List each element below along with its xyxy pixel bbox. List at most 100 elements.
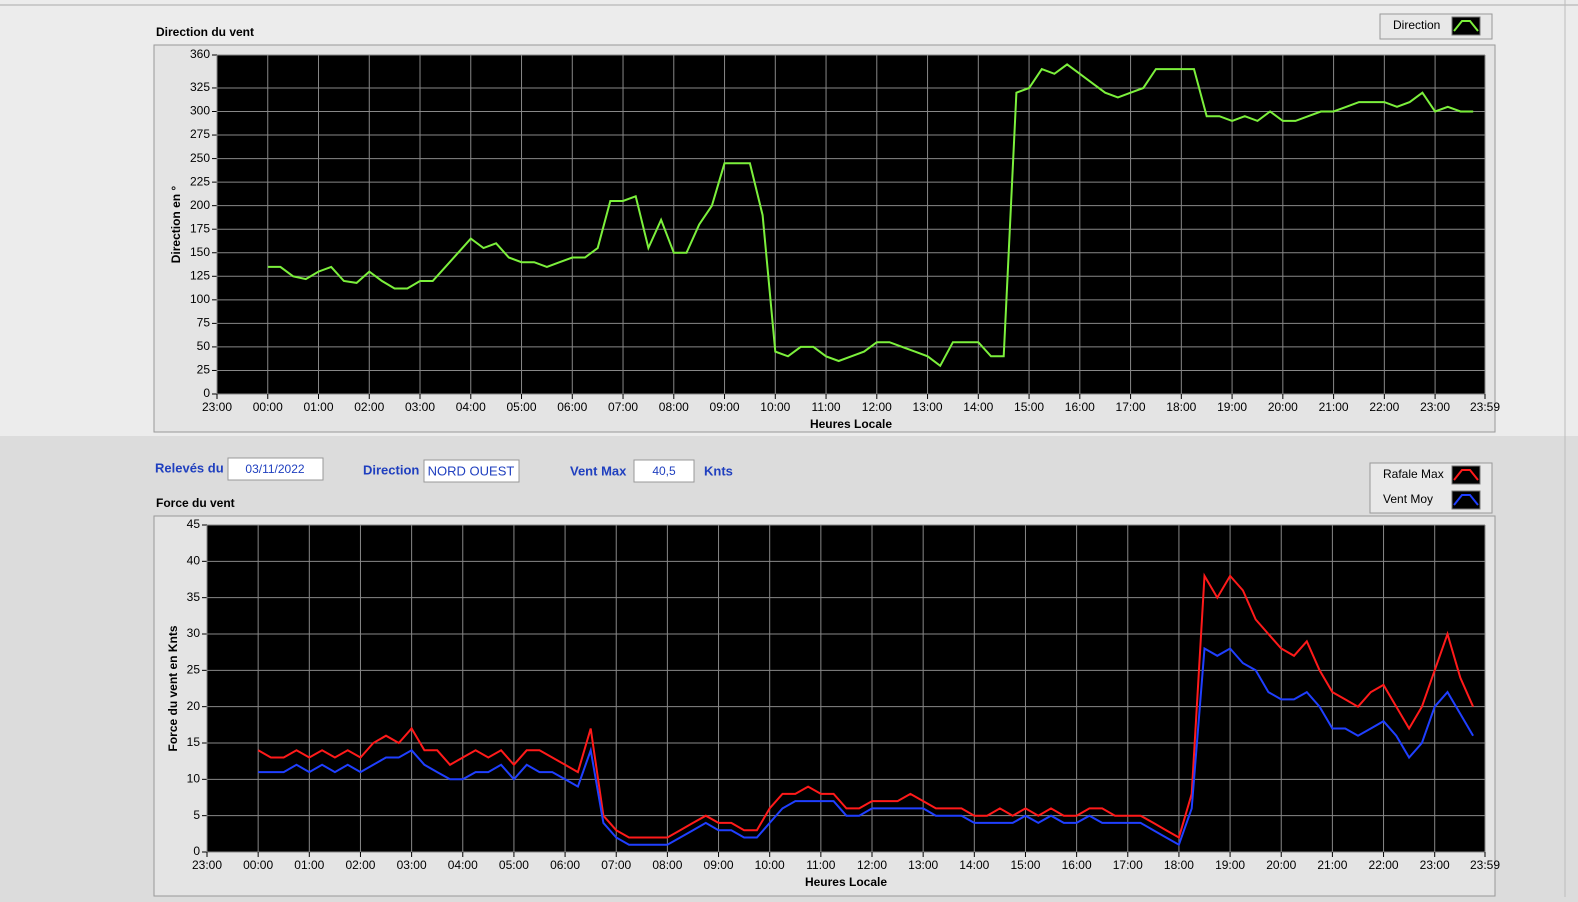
x-axis-label: Heures Locale <box>805 875 887 889</box>
plot-area <box>207 525 1485 852</box>
y-tick-label: 150 <box>190 245 210 259</box>
max-value: 40,5 <box>652 464 676 478</box>
y-axis-label: Direction en ° <box>169 186 183 264</box>
y-tick-label: 10 <box>187 772 201 786</box>
x-tick-label: 03:00 <box>397 858 427 872</box>
legend-icon <box>1451 16 1481 36</box>
x-tick-label: 10:00 <box>760 400 790 414</box>
legend-label: Vent Moy <box>1383 492 1433 506</box>
chart-title: Force du vent <box>156 496 235 510</box>
x-axis-label: Heures Locale <box>810 417 892 431</box>
x-tick-label: 15:00 <box>1014 400 1044 414</box>
max-label: Vent Max <box>570 463 627 478</box>
y-tick-label: 30 <box>187 626 201 640</box>
x-tick-label: 16:00 <box>1065 400 1095 414</box>
legend-label: Rafale Max <box>1383 467 1444 481</box>
x-tick-label: 23:00 <box>1420 858 1450 872</box>
date-value: 03/11/2022 <box>245 462 304 476</box>
legend-icon <box>1451 490 1481 510</box>
x-tick-label: 20:00 <box>1266 858 1296 872</box>
y-tick-label: 45 <box>187 517 201 531</box>
x-tick-label: 04:00 <box>448 858 478 872</box>
y-tick-label: 275 <box>190 127 210 141</box>
x-tick-label: 15:00 <box>1010 858 1040 872</box>
direction-value: NORD OUEST <box>428 463 515 478</box>
x-tick-label: 02:00 <box>354 400 384 414</box>
y-tick-label: 175 <box>190 221 210 235</box>
y-tick-label: 0 <box>193 844 200 858</box>
y-tick-label: 15 <box>187 735 201 749</box>
x-tick-label: 09:00 <box>710 400 740 414</box>
x-tick-label: 00:00 <box>253 400 283 414</box>
x-tick-label: 17:00 <box>1113 858 1143 872</box>
max-field[interactable] <box>633 459 695 483</box>
x-tick-label: 16:00 <box>1062 858 1092 872</box>
y-axis-label: Force du vent en Knts <box>166 625 180 751</box>
y-tick-label: 5 <box>193 808 200 822</box>
x-tick-label: 05:00 <box>499 858 529 872</box>
x-tick-label: 01:00 <box>303 400 333 414</box>
legend-swatch <box>1453 494 1479 506</box>
x-tick-label: 17:00 <box>1116 400 1146 414</box>
x-tick-label: 22:00 <box>1369 400 1399 414</box>
date-field[interactable] <box>227 457 324 481</box>
legend-swatch <box>1453 469 1479 481</box>
x-tick-label: 00:00 <box>243 858 273 872</box>
x-tick-label: 19:00 <box>1217 400 1247 414</box>
y-tick-label: 300 <box>190 104 210 118</box>
x-tick-label: 12:00 <box>862 400 892 414</box>
y-tick-label: 250 <box>190 151 210 165</box>
y-tick-label: 25 <box>197 363 211 377</box>
x-tick-label: 02:00 <box>345 858 375 872</box>
unit-label: Knts <box>704 463 733 478</box>
x-tick-label: 05:00 <box>507 400 537 414</box>
data-line <box>267 63 1474 368</box>
y-tick-label: 35 <box>187 590 201 604</box>
x-tick-label: 20:00 <box>1268 400 1298 414</box>
x-tick-label: 13:00 <box>913 400 943 414</box>
y-tick-label: 25 <box>187 663 201 677</box>
legend-swatch <box>1453 20 1479 32</box>
y-tick-label: 100 <box>190 292 210 306</box>
direction-label: Direction <box>363 462 419 477</box>
x-tick-label: 04:00 <box>456 400 486 414</box>
y-tick-label: 360 <box>190 47 210 61</box>
data-line <box>258 646 1474 847</box>
x-tick-label: 21:00 <box>1317 858 1347 872</box>
x-tick-label: 09:00 <box>704 858 734 872</box>
direction-field[interactable] <box>423 459 520 483</box>
x-tick-label: 14:00 <box>963 400 993 414</box>
plot-area <box>217 55 1485 394</box>
x-tick-label: 08:00 <box>659 400 689 414</box>
x-tick-label: 22:00 <box>1369 858 1399 872</box>
x-tick-label: 18:00 <box>1166 400 1196 414</box>
x-tick-label: 06:00 <box>550 858 580 872</box>
x-tick-label: 07:00 <box>608 400 638 414</box>
x-tick-label: 18:00 <box>1164 858 1194 872</box>
x-tick-label: 21:00 <box>1319 400 1349 414</box>
x-tick-label: 06:00 <box>557 400 587 414</box>
y-tick-label: 125 <box>190 268 210 282</box>
x-tick-label: 19:00 <box>1215 858 1245 872</box>
date-label: Relevés du <box>155 460 224 475</box>
x-tick-label: 23:59 <box>1470 858 1500 872</box>
x-tick-label: 10:00 <box>755 858 785 872</box>
x-tick-label: 23:00 <box>202 400 232 414</box>
x-tick-label: 08:00 <box>652 858 682 872</box>
x-tick-label: 12:00 <box>857 858 887 872</box>
x-tick-label: 23:00 <box>1420 400 1450 414</box>
y-tick-label: 40 <box>187 554 201 568</box>
y-tick-label: 50 <box>197 339 211 353</box>
y-tick-label: 20 <box>187 699 201 713</box>
y-tick-label: 0 <box>203 386 210 400</box>
legend-icon <box>1451 465 1481 485</box>
y-tick-label: 225 <box>190 174 210 188</box>
x-tick-label: 07:00 <box>601 858 631 872</box>
x-tick-label: 14:00 <box>959 858 989 872</box>
y-tick-label: 325 <box>190 80 210 94</box>
chart-title: Direction du vent <box>156 25 254 39</box>
y-tick-label: 75 <box>197 316 211 330</box>
x-tick-label: 13:00 <box>908 858 938 872</box>
legend-label: Direction <box>1393 18 1440 32</box>
